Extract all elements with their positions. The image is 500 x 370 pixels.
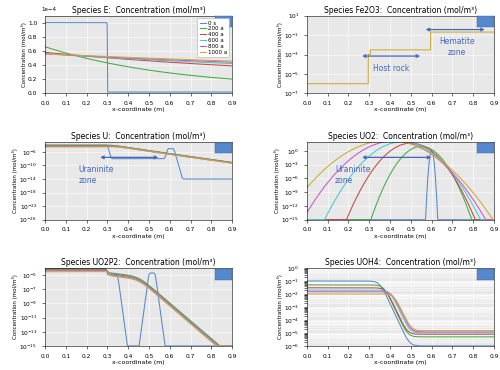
Title: Species Fe2O3:  Concentration (mol/m³): Species Fe2O3: Concentration (mol/m³) [324, 6, 477, 15]
Y-axis label: Concentration (mol/m³): Concentration (mol/m³) [12, 148, 18, 213]
X-axis label: x-coordinate (m): x-coordinate (m) [374, 360, 427, 365]
Text: Host rock: Host rock [373, 64, 409, 73]
Title: Species E:  Concentration (mol/m³): Species E: Concentration (mol/m³) [72, 6, 206, 15]
Text: Hematite
zone: Hematite zone [439, 37, 474, 57]
Text: Uraninite
zone: Uraninite zone [78, 165, 114, 185]
X-axis label: x-coordinate (m): x-coordinate (m) [374, 108, 427, 112]
Text: Uraninite
zone: Uraninite zone [335, 165, 370, 185]
Title: Species UO2P2:  Concentration (mol/m³): Species UO2P2: Concentration (mol/m³) [62, 258, 216, 267]
X-axis label: x-coordinate (m): x-coordinate (m) [374, 234, 427, 239]
X-axis label: x-coordinate (m): x-coordinate (m) [112, 234, 165, 239]
Y-axis label: Concentration (mol/m³): Concentration (mol/m³) [276, 22, 282, 87]
Legend: 0 s, 200 a, 400 a, 600 a, 800 a, 1000 a: 0 s, 200 a, 400 a, 600 a, 800 a, 1000 a [198, 18, 230, 57]
Y-axis label: Concentration (mol/m³): Concentration (mol/m³) [274, 148, 280, 213]
Y-axis label: Concentration (mol/m³): Concentration (mol/m³) [12, 275, 18, 339]
Title: Species UO2:  Concentration (mol/m³): Species UO2: Concentration (mol/m³) [328, 132, 473, 141]
Y-axis label: Concentration (mol/m³): Concentration (mol/m³) [276, 275, 282, 339]
Title: Species U:  Concentration (mol/m³): Species U: Concentration (mol/m³) [72, 132, 206, 141]
Title: Species UOH4:  Concentration (mol/m³): Species UOH4: Concentration (mol/m³) [325, 258, 476, 267]
Y-axis label: Concentration (mol/m³): Concentration (mol/m³) [20, 22, 26, 87]
X-axis label: x-coordinate (m): x-coordinate (m) [112, 108, 165, 112]
X-axis label: x-coordinate (m): x-coordinate (m) [112, 360, 165, 365]
